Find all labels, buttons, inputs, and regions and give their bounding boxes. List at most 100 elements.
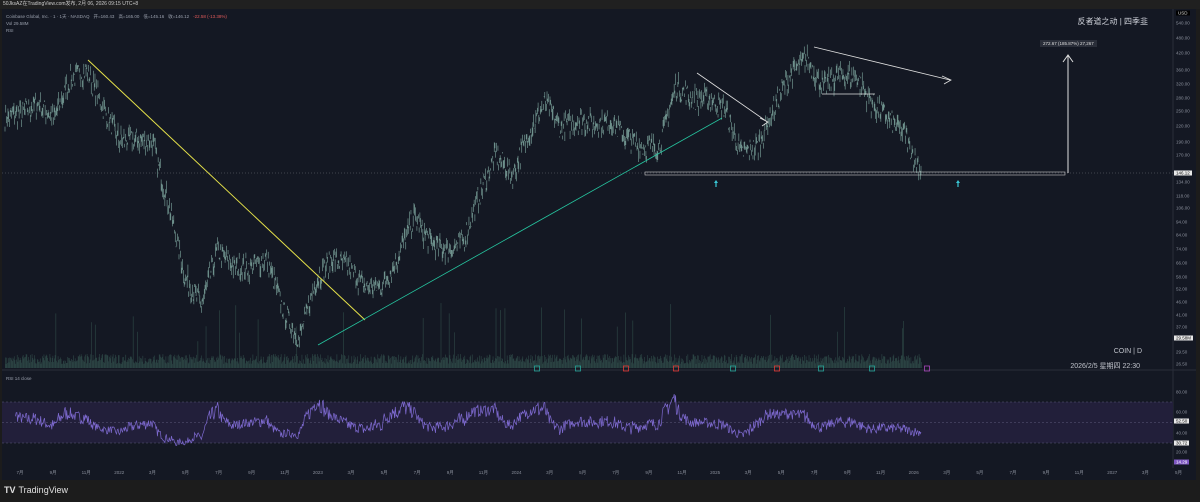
volume-bar [810, 357, 811, 368]
volume-bar [213, 356, 214, 368]
volume-bar [578, 360, 580, 368]
support-zone[interactable] [644, 171, 1066, 176]
volume-bar [641, 354, 643, 368]
symbol-name[interactable]: Coinbase Global, Inc. · 1 · 1天 · NASDAQ [6, 14, 90, 19]
volume-bar [287, 360, 289, 368]
volume-bar [291, 360, 292, 368]
volume-bar [439, 362, 441, 368]
volume-bar [360, 354, 361, 368]
volume-bar [558, 358, 560, 368]
volume-bar [664, 356, 666, 368]
volume-bar [612, 358, 614, 368]
volume-bar [874, 360, 876, 368]
volume-bar [91, 322, 92, 368]
volume-bar [413, 362, 414, 368]
volume-bar [70, 361, 72, 368]
volume-bar [784, 360, 786, 368]
volume-bar [199, 360, 200, 368]
volume-bar [605, 354, 606, 368]
volume-bar [691, 359, 692, 368]
volume-bar [154, 355, 156, 368]
volume-bar [686, 355, 687, 368]
event-markers[interactable] [534, 365, 930, 372]
volume-bar [472, 362, 474, 368]
event-marker-icon[interactable] [575, 365, 581, 372]
volume-bar [285, 363, 286, 368]
volume-bar [206, 360, 208, 368]
volume-bar [486, 357, 487, 368]
volume-bar [578, 354, 579, 368]
volume-bar [328, 362, 330, 368]
volume-bar [100, 358, 102, 368]
volume-bar [321, 357, 323, 368]
volume-bar [729, 359, 731, 368]
volume-bar [526, 358, 528, 368]
volume-bar [638, 360, 640, 368]
volume-bar [265, 362, 266, 368]
event-marker-icon[interactable] [774, 365, 780, 372]
volume-bar [469, 356, 471, 368]
volume-bar [851, 359, 852, 368]
event-marker-icon[interactable] [534, 365, 540, 372]
volume-bar [427, 363, 428, 368]
volume-bar [82, 359, 83, 368]
volume-bar [769, 354, 770, 368]
volume-bar [868, 356, 869, 368]
volume-bar [520, 359, 521, 368]
volume-bar [143, 363, 144, 368]
trend-line-white-2[interactable] [813, 46, 951, 81]
trend-line-white-1[interactable] [696, 72, 767, 122]
volume-bar [381, 354, 382, 368]
volume-bar [377, 354, 379, 368]
volume-bar [805, 356, 807, 368]
volume-bar [864, 360, 866, 368]
volume-bar [260, 356, 262, 368]
event-marker-icon[interactable] [623, 365, 629, 372]
volume-bar [831, 358, 832, 368]
volume-bar [196, 354, 197, 368]
volume-bar [818, 354, 819, 368]
volume-bar [521, 358, 523, 368]
event-marker-icon[interactable] [924, 365, 930, 372]
volume-bar [822, 357, 824, 368]
volume-bar [76, 360, 77, 368]
volume-bar [62, 363, 63, 368]
volume-bar [97, 361, 98, 368]
downtrend-line-yellow[interactable] [87, 59, 366, 321]
volume-bar [13, 356, 15, 368]
volume-bar [149, 358, 150, 368]
volume-bar [133, 362, 135, 368]
volume-bar [902, 328, 904, 368]
volume-bar [439, 362, 440, 368]
volume-bar [635, 354, 637, 368]
volume-bar [384, 360, 386, 368]
event-marker-icon[interactable] [869, 365, 875, 372]
volume-bar [115, 356, 117, 368]
volume-bar [393, 356, 395, 368]
volume-bar [832, 361, 834, 368]
price-tick: 118.00 [1176, 193, 1190, 199]
volume-bar [164, 362, 166, 368]
event-marker-icon[interactable] [818, 365, 824, 372]
volume-bar [897, 356, 899, 368]
event-marker-icon[interactable] [673, 365, 679, 372]
volume-bar [373, 363, 374, 368]
volume-bar [348, 355, 350, 368]
volume-bar [852, 357, 854, 368]
volume-bar [813, 354, 815, 368]
volume-bar [719, 362, 721, 368]
uptrend-line-teal[interactable] [317, 117, 723, 346]
volume-bar [129, 356, 131, 368]
volume-bar [5, 363, 7, 368]
volume-bar [291, 356, 293, 368]
event-marker-icon[interactable] [730, 365, 736, 372]
volume-bar [157, 362, 159, 368]
time-tick: 7月 [612, 470, 620, 475]
volume-bar [806, 360, 808, 368]
cyan-arrow-icons [714, 180, 961, 187]
tradingview-logo[interactable]: TV TradingView [4, 485, 68, 495]
volume-bar [523, 361, 525, 368]
volume-bar [251, 360, 253, 368]
volume-bar [782, 362, 784, 368]
